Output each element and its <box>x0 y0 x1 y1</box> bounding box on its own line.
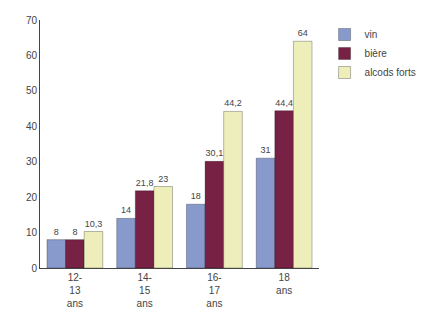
svg-text:16-17ans: 16-17ans <box>206 272 222 309</box>
svg-text:60: 60 <box>26 50 38 61</box>
svg-text:20: 20 <box>26 192 38 203</box>
svg-text:40: 40 <box>26 121 38 132</box>
svg-text:14-15ans: 14-15ans <box>137 272 153 309</box>
svg-text:44,4: 44,4 <box>275 98 293 108</box>
svg-text:0: 0 <box>31 263 37 274</box>
svg-text:8: 8 <box>72 227 77 237</box>
svg-text:21,8: 21,8 <box>136 178 154 188</box>
svg-text:30: 30 <box>26 156 38 167</box>
svg-text:10: 10 <box>26 227 38 238</box>
svg-text:10,3: 10,3 <box>85 219 103 229</box>
svg-text:50: 50 <box>26 85 38 96</box>
svg-text:12-13ans: 12-13ans <box>67 272 83 309</box>
svg-text:14: 14 <box>121 205 131 215</box>
svg-text:alcods forts: alcods forts <box>365 67 416 78</box>
svg-text:44,2: 44,2 <box>224 98 242 108</box>
svg-text:18: 18 <box>191 191 201 201</box>
svg-text:vin: vin <box>365 29 378 40</box>
svg-text:18ans: 18ans <box>276 272 292 296</box>
svg-text:30,1: 30,1 <box>206 148 224 158</box>
svg-text:bière: bière <box>365 48 388 59</box>
svg-text:31: 31 <box>261 145 271 155</box>
svg-text:8: 8 <box>54 227 59 237</box>
svg-text:64: 64 <box>298 28 308 38</box>
svg-text:23: 23 <box>158 174 168 184</box>
svg-text:70: 70 <box>26 15 38 26</box>
